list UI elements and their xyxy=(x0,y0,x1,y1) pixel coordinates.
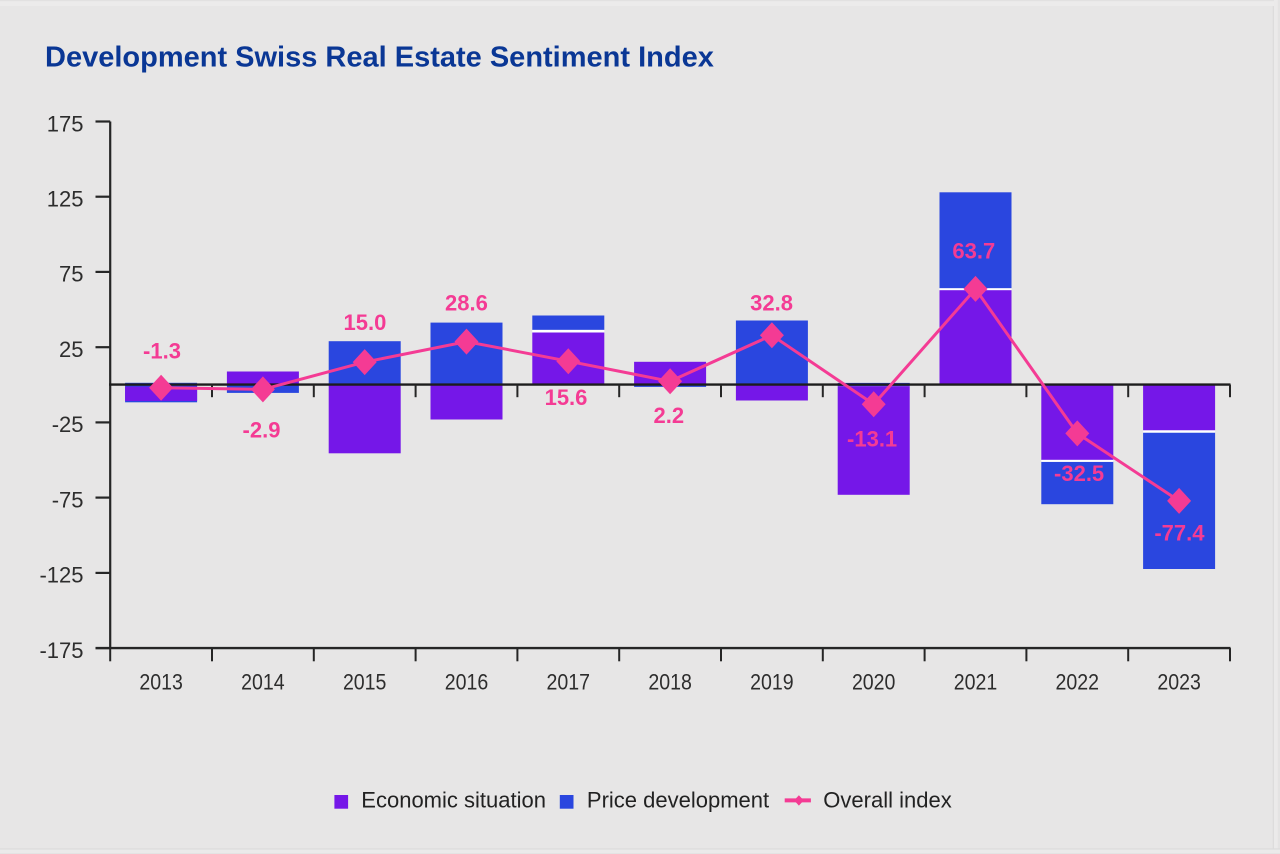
svg-text:32.8: 32.8 xyxy=(750,291,793,316)
svg-text:2016: 2016 xyxy=(445,670,489,695)
svg-text:-77.4: -77.4 xyxy=(1154,521,1205,546)
svg-text:15.6: 15.6 xyxy=(545,385,588,410)
svg-text:75: 75 xyxy=(59,262,83,287)
svg-text:25: 25 xyxy=(59,337,83,362)
svg-text:-25: -25 xyxy=(52,412,84,437)
svg-text:2020: 2020 xyxy=(852,670,896,695)
svg-text:2019: 2019 xyxy=(750,670,794,695)
svg-text:Development Swiss Real Estate: Development Swiss Real Estate Sentiment … xyxy=(45,41,714,73)
svg-text:2023: 2023 xyxy=(1157,670,1201,695)
svg-text:125: 125 xyxy=(47,187,84,212)
svg-text:Price development: Price development xyxy=(587,787,769,812)
svg-text:-125: -125 xyxy=(39,563,83,588)
svg-text:175: 175 xyxy=(47,111,84,136)
svg-text:-13.1: -13.1 xyxy=(847,426,897,451)
svg-text:2018: 2018 xyxy=(648,670,692,695)
svg-text:2022: 2022 xyxy=(1056,670,1100,695)
svg-text:2021: 2021 xyxy=(954,670,998,695)
svg-text:28.6: 28.6 xyxy=(445,291,488,316)
svg-text:2015: 2015 xyxy=(343,670,387,695)
svg-text:-1.3: -1.3 xyxy=(143,338,181,363)
svg-text:2013: 2013 xyxy=(139,670,183,695)
svg-text:-75: -75 xyxy=(52,487,84,512)
svg-text:2017: 2017 xyxy=(547,670,591,695)
svg-text:2.2: 2.2 xyxy=(654,403,685,428)
svg-text:Overall index: Overall index xyxy=(823,787,951,812)
svg-text:2014: 2014 xyxy=(241,670,285,695)
svg-text:15.0: 15.0 xyxy=(343,310,386,335)
svg-text:-175: -175 xyxy=(39,638,83,663)
svg-text:Economic situation: Economic situation xyxy=(361,787,546,812)
svg-text:-32.5: -32.5 xyxy=(1054,461,1104,486)
svg-text:-2.9: -2.9 xyxy=(243,417,281,442)
svg-text:63.7: 63.7 xyxy=(952,239,995,264)
